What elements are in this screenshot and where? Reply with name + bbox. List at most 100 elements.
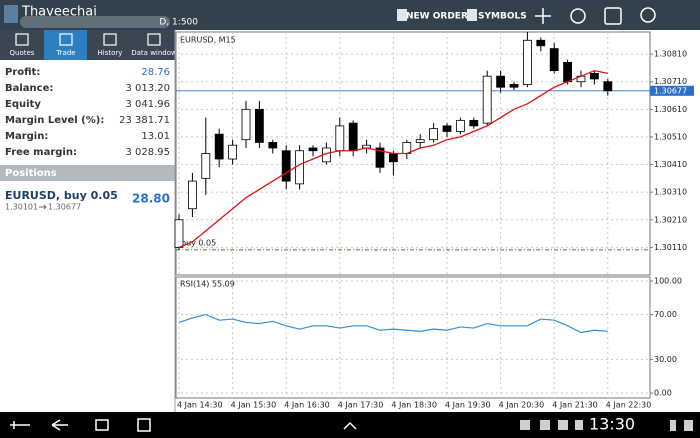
- y-tick-label: 0.00: [654, 389, 672, 398]
- y-tick-label: 1.30410: [654, 160, 687, 169]
- account-label: Equity: [5, 99, 41, 110]
- y-tick-label: 1.30110: [654, 243, 687, 252]
- y-tick-label: 1.30610: [654, 105, 687, 114]
- x-tick-label: 4 Jan 22:30: [606, 401, 652, 410]
- x-tick-label: 4 Jan 14:30: [177, 401, 223, 410]
- candle-body: [563, 61, 572, 83]
- app-icon: [4, 5, 18, 23]
- clock: 13:30: [589, 415, 635, 434]
- y-tick-label: 1.30810: [654, 50, 687, 59]
- tab[interactable]: Data window: [131, 49, 177, 57]
- candle-body: [429, 128, 439, 141]
- candle-body: [228, 144, 238, 160]
- candle-body: [469, 119, 479, 127]
- current-price-tag: [650, 85, 694, 96]
- current-price-label: 1.30677: [654, 86, 687, 95]
- moving-average: [178, 69, 608, 248]
- y-tick-label: 100.00: [654, 277, 682, 286]
- nav-icons[interactable]: [10, 418, 357, 432]
- account-value: 13.01: [141, 131, 170, 142]
- y-tick-label: 1.30710: [654, 77, 687, 86]
- account-name: Thaveechai: [21, 5, 97, 20]
- account-value: 3 028.95: [125, 147, 170, 158]
- status-icons: [520, 420, 693, 431]
- new-order-icon: [397, 9, 407, 21]
- order-line-label: buy 0.05: [181, 238, 216, 247]
- arrow: [39, 204, 47, 210]
- y-tick-label: 30.00: [654, 355, 677, 364]
- new-order-button[interactable]: NEW ORDER: [406, 12, 468, 22]
- candle-body: [603, 81, 613, 92]
- candle-body: [523, 39, 532, 85]
- candle-body: [415, 139, 425, 143]
- candle-body: [201, 153, 211, 179]
- redacted: [20, 16, 170, 28]
- x-tick-label: 4 Jan 15:30: [231, 401, 277, 410]
- candle-body: [549, 48, 559, 72]
- account-label: Balance:: [5, 83, 53, 94]
- x-tick-label: 4 Jan 17:30: [338, 401, 384, 410]
- main-chart-frame: [175, 31, 651, 276]
- candle-body: [174, 219, 184, 248]
- rsi-line: [178, 313, 608, 334]
- candle-body: [214, 133, 224, 160]
- rsi-title: RSI(14) 55.09: [180, 280, 235, 289]
- x-tick-label: 4 Jan 20:30: [499, 401, 545, 410]
- account-value: 3 041.96: [125, 99, 170, 110]
- positions-title: Positions: [5, 168, 57, 179]
- account-value: 3 013.20: [125, 83, 170, 94]
- candle-body: [509, 84, 519, 88]
- tab[interactable]: Quotes: [10, 49, 35, 57]
- position-open: 1.30101: [5, 203, 38, 212]
- account-label: Free margin:: [5, 147, 77, 158]
- symbols-icon: [467, 9, 477, 21]
- position-profit: 28.80: [132, 192, 170, 206]
- x-tick-label: 4 Jan 16:30: [284, 401, 330, 410]
- candle-body: [308, 147, 318, 152]
- y-tick-label: 70.00: [654, 310, 677, 319]
- account-label: Profit:: [5, 67, 40, 78]
- tab-icon: [147, 33, 161, 46]
- candle-body: [348, 122, 358, 152]
- positions-header: [0, 165, 175, 181]
- candle-body: [335, 125, 345, 152]
- account-label: Margin:: [5, 131, 48, 142]
- tab-icon: [59, 33, 73, 46]
- candle-body: [496, 75, 506, 88]
- position-symbol[interactable]: EURUSD, buy 0.05: [5, 189, 118, 202]
- tab-icon: [103, 33, 117, 46]
- candle-body: [281, 150, 291, 182]
- account-value: 28.76: [141, 67, 170, 78]
- candle-body: [295, 150, 305, 185]
- candle-body: [254, 108, 264, 143]
- candle-body: [455, 119, 465, 132]
- system-bar: [0, 412, 700, 438]
- rsi-frame: [175, 276, 651, 399]
- tab-bar: [0, 30, 175, 60]
- candle-body: [187, 180, 197, 210]
- x-tick-label: 4 Jan 19:30: [445, 401, 491, 410]
- y-tick-label: 1.30310: [654, 188, 687, 197]
- candle-body: [536, 39, 546, 47]
- account-label: Margin Level (%):: [5, 115, 104, 126]
- candle-body: [482, 75, 492, 124]
- candle-body: [268, 142, 278, 149]
- candle-body: [442, 125, 452, 132]
- candle-body: [241, 108, 251, 141]
- candle-body: [388, 153, 398, 163]
- symbols-button[interactable]: SYMBOLS: [478, 12, 527, 22]
- account-value: 23 381.71: [119, 115, 170, 126]
- candle-body: [590, 73, 599, 80]
- x-tick-label: 4 Jan 18:30: [391, 401, 437, 410]
- x-tick-label: 4 Jan 21:30: [552, 401, 598, 410]
- candle-body: [375, 147, 385, 168]
- y-tick-label: 1.30210: [654, 215, 687, 224]
- account-server: D, 1:500: [159, 18, 198, 28]
- tab[interactable]: Trade: [55, 49, 75, 57]
- toolbar-icons[interactable]: [535, 7, 656, 25]
- tab[interactable]: History: [98, 49, 123, 57]
- position-current: 1.30677: [48, 203, 81, 212]
- tab-icon: [15, 33, 29, 46]
- chart-title: EURUSD, M15: [180, 36, 236, 45]
